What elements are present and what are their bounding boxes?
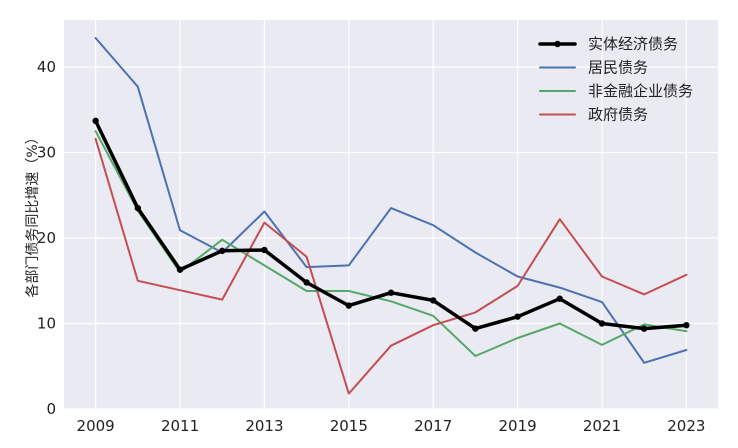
x-tick-label: 2023 bbox=[667, 417, 705, 435]
series-point-0 bbox=[598, 320, 606, 327]
x-tick-label: 2009 bbox=[77, 417, 115, 435]
x-tick-label: 2021 bbox=[583, 417, 621, 435]
x-tick-label: 2015 bbox=[330, 417, 368, 435]
series-point-0 bbox=[303, 279, 310, 286]
legend-label: 实体经济债务 bbox=[588, 35, 678, 53]
y-axis-label: 各部门债务同比增速（%） bbox=[25, 130, 41, 297]
y-tick-label: 20 bbox=[37, 229, 56, 247]
y-tick-label: 10 bbox=[37, 315, 56, 333]
series-point-0 bbox=[345, 302, 353, 309]
legend-label: 政府债务 bbox=[588, 106, 648, 124]
grid-lines bbox=[64, 20, 718, 410]
x-tick-label: 2017 bbox=[414, 417, 452, 435]
series-lines bbox=[92, 37, 690, 395]
series-point-0 bbox=[514, 313, 521, 320]
legend-label: 居民债务 bbox=[588, 59, 648, 77]
series-point-0 bbox=[683, 322, 690, 329]
series-point-0 bbox=[176, 266, 184, 273]
legend-marker bbox=[554, 40, 561, 48]
tick-labels: 0 10 20 30 40 2009 2011 2013 2015 2017 2019 2021 202… bbox=[37, 58, 706, 435]
legend-label: 非金融企业债务 bbox=[588, 82, 693, 100]
x-tick-label: 2019 bbox=[498, 417, 536, 435]
series-line-3 bbox=[94, 137, 688, 395]
series-point-0 bbox=[219, 247, 226, 255]
series-point-0 bbox=[92, 117, 99, 125]
x-tick-label: 2013 bbox=[245, 417, 283, 435]
series-point-0 bbox=[429, 297, 437, 304]
series-line-1 bbox=[94, 37, 688, 364]
series-point-0 bbox=[134, 204, 142, 212]
series-point-0 bbox=[261, 246, 268, 254]
plot-area bbox=[64, 20, 718, 409]
x-tick-label: 2011 bbox=[161, 417, 199, 435]
series-point-0 bbox=[387, 289, 395, 296]
series-point-0 bbox=[472, 325, 479, 332]
series-point-0 bbox=[640, 325, 648, 332]
y-tick-label: 40 bbox=[37, 58, 56, 76]
y-tick-label: 30 bbox=[37, 144, 56, 162]
series-point-0 bbox=[556, 295, 563, 302]
y-tick-label: 0 bbox=[46, 400, 56, 418]
series-line-2 bbox=[94, 130, 688, 357]
